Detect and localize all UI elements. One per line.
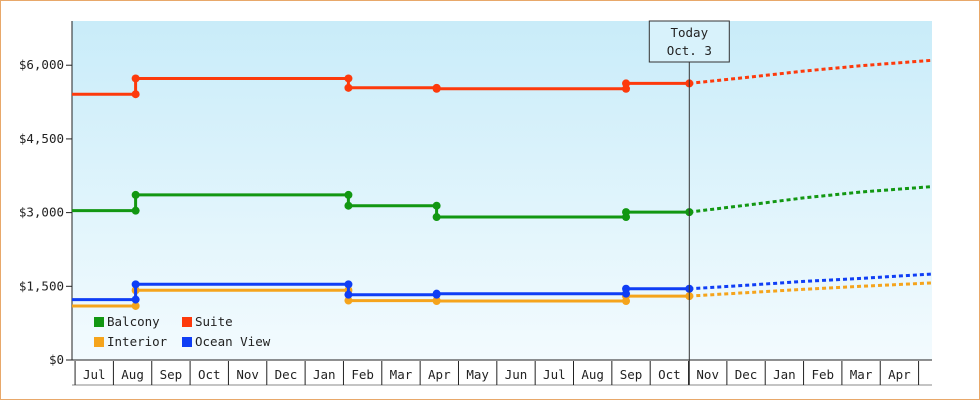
- legend-label: Suite: [195, 314, 233, 329]
- x-month-label: Nov: [236, 367, 259, 382]
- legend-swatch: [94, 317, 104, 327]
- data-point: [432, 297, 441, 306]
- series-balcony: [72, 185, 933, 222]
- y-tick-label: $4,500: [19, 131, 64, 146]
- x-month-label: Oct: [658, 367, 681, 382]
- legend-swatch: [94, 337, 104, 347]
- y-axis: $0 $1,500 $3,000 $4,500 $6,000: [19, 21, 73, 367]
- data-point: [131, 206, 140, 215]
- data-point: [622, 284, 631, 293]
- legend-label: Interior: [107, 334, 168, 349]
- data-point: [432, 84, 441, 93]
- x-month-label: Mar: [850, 367, 873, 382]
- x-month-label: Apr: [428, 367, 451, 382]
- x-month-label: Jan: [773, 367, 796, 382]
- y-tick-label: $3,000: [19, 205, 64, 220]
- forecast-line: [689, 272, 933, 291]
- x-month-label: Feb: [811, 367, 834, 382]
- y-tick-label: $0: [49, 352, 64, 367]
- today-box: [648, 20, 730, 63]
- x-month-label: Dec: [735, 367, 758, 382]
- y-tick-label: $1,500: [19, 278, 64, 293]
- series-ocean-view: [72, 272, 933, 304]
- x-month-label: Aug: [581, 367, 604, 382]
- x-month-label: Sep: [160, 367, 183, 382]
- x-month-label: Jul: [83, 367, 106, 382]
- y-tick-label: $6,000: [19, 57, 64, 72]
- data-point: [432, 201, 441, 210]
- data-point: [131, 295, 140, 304]
- x-month-label: Mar: [390, 367, 413, 382]
- legend: Balcony Suite Interior Ocean View: [94, 314, 271, 349]
- legend-swatch: [182, 337, 192, 347]
- data-point: [131, 301, 140, 310]
- x-month-label: Nov: [696, 367, 719, 382]
- forecast-line: [689, 185, 933, 214]
- forecast-line: [689, 281, 933, 298]
- data-point: [131, 74, 140, 83]
- legend-label: Ocean View: [195, 334, 271, 349]
- data-point: [344, 201, 353, 210]
- data-point: [344, 190, 353, 199]
- data-point: [622, 79, 631, 88]
- x-month-label: Oct: [198, 367, 221, 382]
- data-point: [432, 213, 441, 222]
- x-month-label: Feb: [351, 367, 374, 382]
- data-point: [131, 280, 140, 289]
- forecast-line: [689, 58, 933, 85]
- legend-swatch: [182, 317, 192, 327]
- x-month-label: Apr: [888, 367, 911, 382]
- legend-item: Suite: [182, 314, 233, 329]
- data-point: [432, 289, 441, 298]
- legend-item: Interior: [94, 334, 168, 349]
- x-month-label: Jun: [505, 367, 528, 382]
- data-point: [344, 83, 353, 92]
- legend-item: Ocean View: [182, 334, 271, 349]
- x-month-label: Jan: [313, 367, 336, 382]
- data-point: [131, 190, 140, 199]
- data-point: [344, 74, 353, 83]
- data-point: [344, 296, 353, 305]
- data-point: [344, 290, 353, 299]
- today-label: Today: [670, 25, 708, 40]
- series-lines: [72, 58, 933, 310]
- x-month-label: Dec: [275, 367, 298, 382]
- today-marker: Today Oct. 3: [648, 20, 730, 385]
- x-axis: Jul Aug Sep Oct Nov Dec Jan Feb Mar Apr May Jun Jul A…: [72, 359, 932, 386]
- x-month-label: Jul: [543, 367, 566, 382]
- series-suite: [72, 58, 933, 99]
- data-point: [622, 208, 631, 217]
- legend-label: Balcony: [107, 314, 160, 329]
- legend-item: Balcony: [94, 314, 160, 329]
- data-point: [131, 90, 140, 99]
- today-date: Oct. 3: [667, 43, 712, 58]
- x-month-label: Sep: [620, 367, 643, 382]
- data-point: [344, 280, 353, 289]
- x-month-label: May: [466, 367, 489, 382]
- x-month-label: Aug: [121, 367, 144, 382]
